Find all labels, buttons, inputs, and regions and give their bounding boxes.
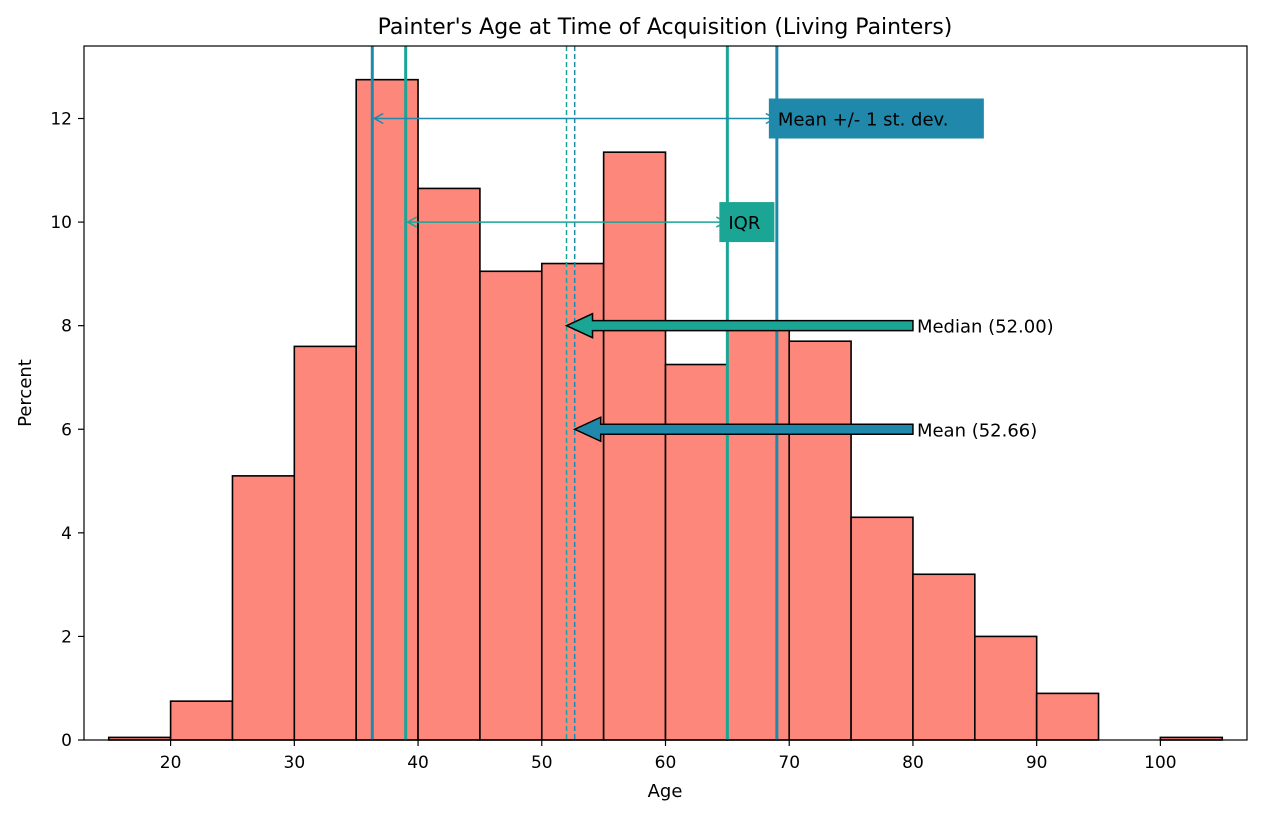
x-tick-label: 20 [160,753,182,773]
y-tick-label: 0 [61,731,72,751]
y-tick-label: 2 [61,627,72,647]
y-axis: 0 2 4 6 8 10 12 [50,110,84,751]
reference-lines-group [370,46,779,740]
mean-arrow-label: Mean (52.66) [917,420,1037,441]
x-tick-label: 70 [778,753,800,773]
histogram-bar [850,516,914,741]
bars-group [107,78,1224,741]
iqr-label-box [719,202,775,243]
x-tick-label: 90 [1026,753,1048,773]
x-tick-label: 100 [1144,753,1176,773]
y-tick-label: 6 [61,420,72,440]
x-tick-label: 80 [902,753,924,773]
y-axis-label: Percent [15,359,36,427]
y-tick-label: 4 [61,524,72,544]
histogram-bar [664,363,729,741]
histogram-bar [169,700,234,741]
median-arrow [564,312,914,339]
std-range-arrow-head-left [372,112,384,125]
x-tick-label: 60 [655,753,677,773]
histogram-bar [540,262,605,741]
y-tick-label: 8 [61,317,72,337]
x-tick-label: 30 [284,753,306,773]
histogram-bar [788,340,852,741]
chart-title: Painter's Age at Time of Acquisition (Li… [378,15,953,40]
histogram-bar [479,270,543,741]
iqr-label: IQR [728,213,760,234]
histogram-bar [602,151,667,741]
iqr-range-arrow-head-left [406,216,418,228]
median-arrow-label: Median (52.00) [917,317,1054,338]
histogram-bar [1035,692,1100,741]
histogram-bar [417,187,481,741]
histogram-bar [912,573,976,741]
histogram-bar [293,345,357,741]
histogram-bar [974,635,1038,741]
x-axis-label: Age [648,781,683,802]
histogram-bar [355,78,419,741]
std-label-box [768,98,984,139]
std-label: Mean +/- 1 st. dev. [778,110,949,131]
x-axis: 20 30 40 50 60 70 80 90 100 [160,740,1177,773]
histogram-bar [231,475,296,741]
y-tick-label: 10 [50,213,72,233]
y-tick-label: 12 [50,110,72,130]
histogram-bar [726,324,791,741]
mean-arrow [572,416,914,443]
x-tick-label: 40 [407,753,429,773]
annotations-group: Mean +/- 1 st. dev. IQR Median (52.00) Mean… [372,98,1054,443]
x-tick-label: 50 [531,753,553,773]
